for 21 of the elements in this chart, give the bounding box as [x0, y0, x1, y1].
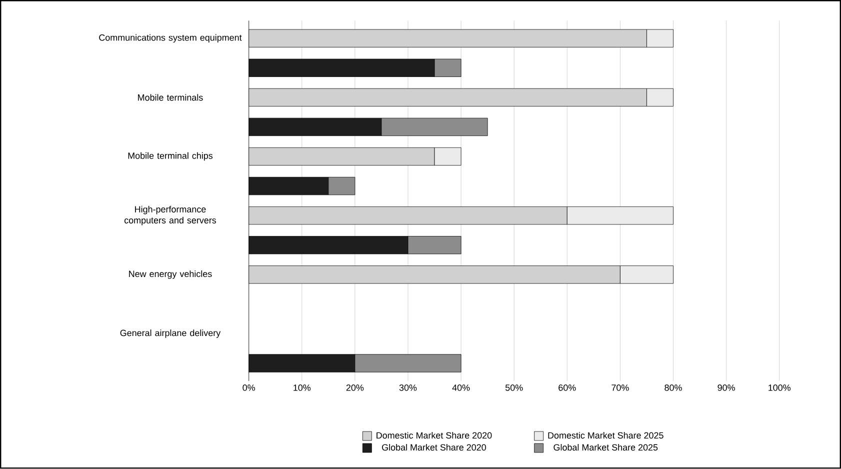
- y-tick-label: Communications system equipment: [99, 34, 242, 43]
- y-tick-label: High-performance computers and servers: [124, 206, 216, 226]
- legend-label: Global Market Share 2020: [382, 444, 486, 451]
- legend-label: Global Market Share 2025: [554, 444, 658, 451]
- y-tick-label: General airplane delivery: [120, 330, 221, 338]
- legend-label: Domestic Market Share 2025: [548, 432, 664, 439]
- x-tick-label: 30%: [399, 384, 417, 392]
- y-tick-label: Mobile terminal chips: [128, 152, 213, 161]
- y-tick-label: New energy vehicles: [129, 270, 212, 279]
- x-tick-label: 50%: [505, 384, 523, 392]
- x-tick-label: 100%: [768, 384, 791, 392]
- x-tick-label: 80%: [664, 384, 682, 392]
- legend-label: Domestic Market Share 2020: [376, 432, 492, 439]
- x-tick-label: 90%: [718, 384, 735, 392]
- x-tick-label: 20%: [346, 384, 364, 392]
- x-tick-label: 10%: [294, 384, 311, 392]
- x-tick-label: 40%: [452, 384, 470, 392]
- x-tick-label: 70%: [612, 384, 629, 392]
- y-tick-label: Mobile terminals: [138, 94, 203, 101]
- x-tick-label: 60%: [558, 384, 576, 392]
- x-tick-label: 0%: [242, 384, 256, 392]
